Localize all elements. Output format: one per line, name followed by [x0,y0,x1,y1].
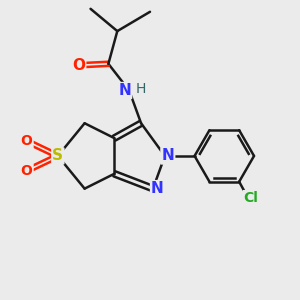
Text: N: N [161,148,174,164]
Text: N: N [118,83,131,98]
Text: O: O [72,58,85,73]
Text: H: H [136,82,146,96]
Text: S: S [52,148,63,164]
Text: O: O [21,134,33,148]
Text: N: N [151,181,164,196]
Text: Cl: Cl [244,191,259,205]
Text: O: O [21,164,33,178]
